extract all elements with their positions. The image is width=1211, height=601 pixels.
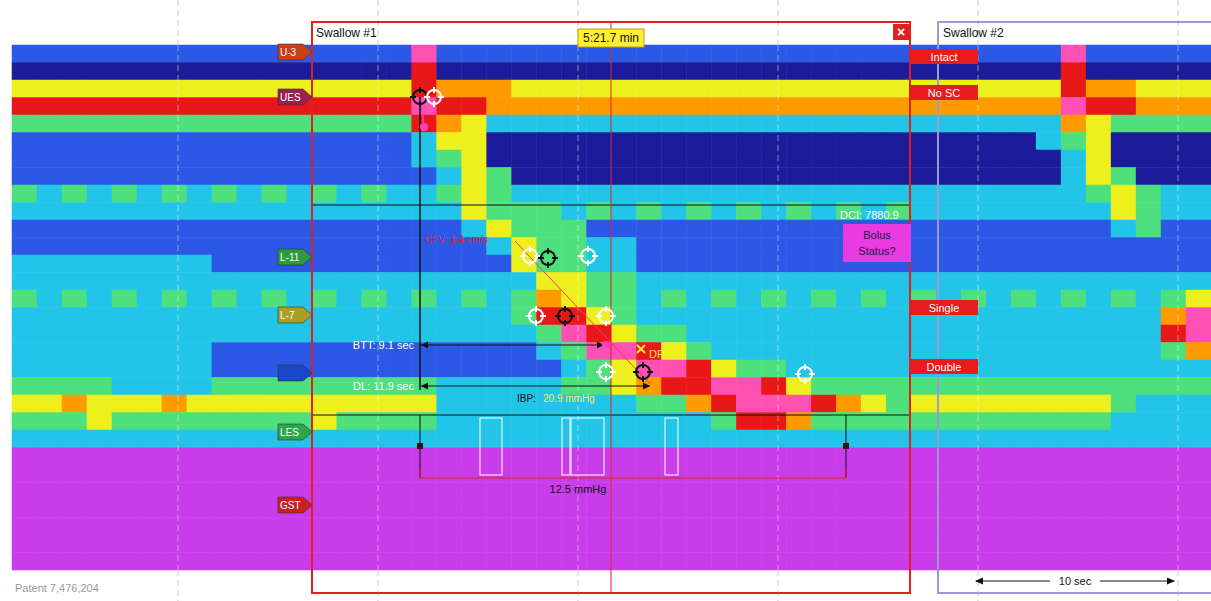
svg-text:U-3: U-3 xyxy=(280,47,297,58)
svg-text:20.9 mmHg: 20.9 mmHg xyxy=(543,393,595,404)
svg-text:Status?: Status? xyxy=(858,245,895,257)
svg-text:Swallow #2: Swallow #2 xyxy=(943,26,1004,40)
svg-text:UES: UES xyxy=(280,92,301,103)
svg-text:Single: Single xyxy=(929,302,960,314)
svg-text:L-11: L-11 xyxy=(280,252,300,263)
svg-text:L-7: L-7 xyxy=(280,310,295,321)
svg-text:×: × xyxy=(897,24,905,40)
svg-text:No SC: No SC xyxy=(928,87,960,99)
svg-text:12.5 mmHg: 12.5 mmHg xyxy=(550,483,607,495)
svg-text:5:21.7 min: 5:21.7 min xyxy=(583,31,639,45)
svg-text:BTT: 9.1 sec: BTT: 9.1 sec xyxy=(353,339,415,351)
svg-text:Bolus: Bolus xyxy=(863,229,891,241)
svg-text:Swallow #1: Swallow #1 xyxy=(316,26,377,40)
svg-text:DL: 11.9 sec: DL: 11.9 sec xyxy=(353,380,414,392)
svg-text:DP: DP xyxy=(649,348,664,360)
svg-text:GST: GST xyxy=(280,500,301,511)
svg-text:IBP:: IBP: xyxy=(517,393,536,404)
svg-text:CFV: 1.4 cm/s: CFV: 1.4 cm/s xyxy=(425,234,488,245)
svg-text:Double: Double xyxy=(927,361,962,373)
svg-text:DCI: 7880.9: DCI: 7880.9 xyxy=(840,209,899,221)
svg-text:Patent 7,476,204: Patent 7,476,204 xyxy=(15,582,99,594)
svg-text:Intact: Intact xyxy=(931,51,958,63)
svg-text:LES: LES xyxy=(280,427,299,438)
svg-text:10 sec: 10 sec xyxy=(1059,575,1092,587)
